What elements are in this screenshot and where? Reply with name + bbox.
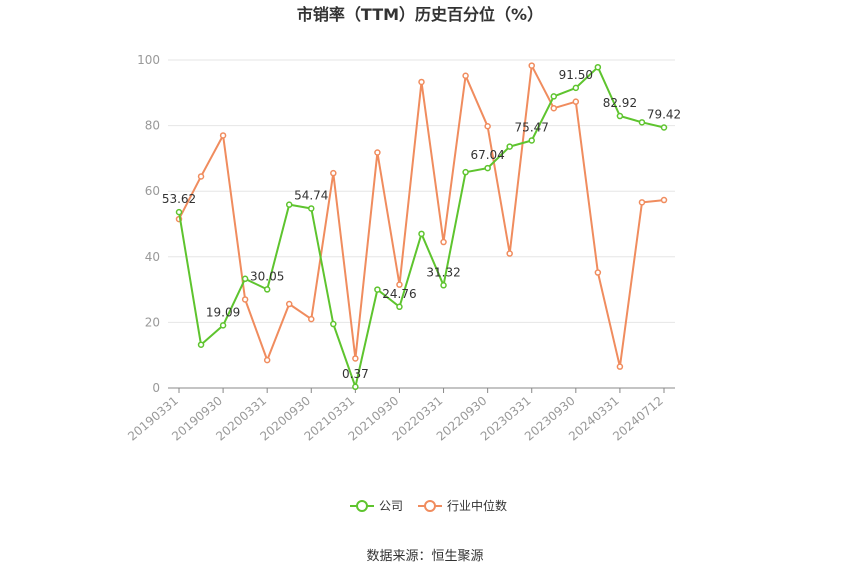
data-point	[374, 286, 381, 293]
data-label: 24.76	[382, 287, 416, 301]
data-point	[506, 143, 513, 150]
data-point	[616, 363, 624, 370]
data-label: 54.74	[294, 188, 328, 202]
y-tick-label: 20	[145, 315, 160, 329]
data-label: 31.32	[426, 265, 460, 279]
data-point	[506, 250, 513, 257]
data-point	[594, 63, 602, 71]
data-label: 0.37	[342, 367, 369, 381]
data-point	[263, 356, 271, 364]
data-point	[352, 383, 359, 391]
source-note: 数据来源：恒生聚源	[366, 549, 483, 564]
data-point	[550, 104, 558, 112]
data-point	[352, 355, 359, 362]
data-point	[594, 269, 602, 276]
data-point	[241, 296, 249, 303]
chart-title: 市销率（TTM）历史百分位（%）	[297, 5, 543, 24]
data-label: 67.04	[470, 148, 504, 162]
data-point	[175, 208, 183, 216]
data-point	[440, 238, 447, 246]
data-point	[660, 124, 668, 131]
data-point	[484, 164, 491, 172]
data-point	[638, 199, 646, 206]
data-point	[285, 300, 293, 308]
y-tick-label: 80	[145, 119, 160, 133]
data-point	[550, 93, 558, 100]
data-point	[308, 205, 315, 212]
data-point	[462, 72, 469, 79]
data-point	[219, 132, 227, 139]
data-point	[484, 123, 491, 130]
legend-marker	[424, 500, 436, 512]
data-label: 75.47	[515, 120, 549, 134]
data-point	[616, 112, 624, 120]
data-point	[374, 149, 381, 156]
y-tick-label: 40	[145, 250, 160, 264]
data-label: 82.92	[603, 96, 637, 110]
series-line-industry-median	[178, 64, 665, 368]
grid	[168, 59, 675, 323]
data-point	[197, 341, 205, 348]
data-point	[462, 168, 469, 176]
y-axis: 0 20 40 60 80 100	[137, 53, 160, 395]
data-label: 30.05	[250, 269, 284, 283]
data-point	[285, 201, 293, 208]
legend-label: 公司	[379, 499, 403, 513]
data-label: 53.62	[162, 192, 196, 206]
data-point	[308, 315, 315, 323]
x-axis: 2019033120190930202003312020093020210331…	[125, 387, 675, 444]
legend[interactable]: 公司 行业中位数	[350, 498, 507, 513]
data-point	[241, 275, 249, 283]
data-point	[528, 137, 535, 144]
data-point	[418, 78, 425, 86]
data-point	[638, 119, 646, 126]
series-layer	[175, 62, 668, 391]
legend-marker	[356, 500, 368, 512]
y-tick-label: 60	[145, 184, 160, 198]
legend-label: 行业中位数	[447, 498, 507, 513]
data-point	[330, 169, 337, 177]
data-point	[572, 84, 580, 92]
data-point	[572, 98, 580, 105]
data-labels: 53.62 19.09 30.05 54.74 0.37 24.76 31.32 67.04 7…	[162, 68, 681, 381]
data-point	[660, 196, 668, 204]
data-point	[440, 282, 447, 289]
data-point	[197, 173, 205, 180]
data-label: 79.42	[647, 108, 681, 122]
data-point	[396, 281, 403, 288]
y-tick-label: 100	[137, 53, 160, 67]
data-point	[528, 62, 535, 69]
data-point	[330, 320, 337, 328]
data-label: 19.09	[206, 305, 240, 319]
data-point	[418, 230, 425, 238]
data-point	[396, 303, 403, 311]
data-point	[263, 286, 271, 293]
y-tick-label: 0	[152, 381, 160, 395]
data-point	[219, 322, 227, 329]
data-label: 91.50	[559, 68, 593, 82]
